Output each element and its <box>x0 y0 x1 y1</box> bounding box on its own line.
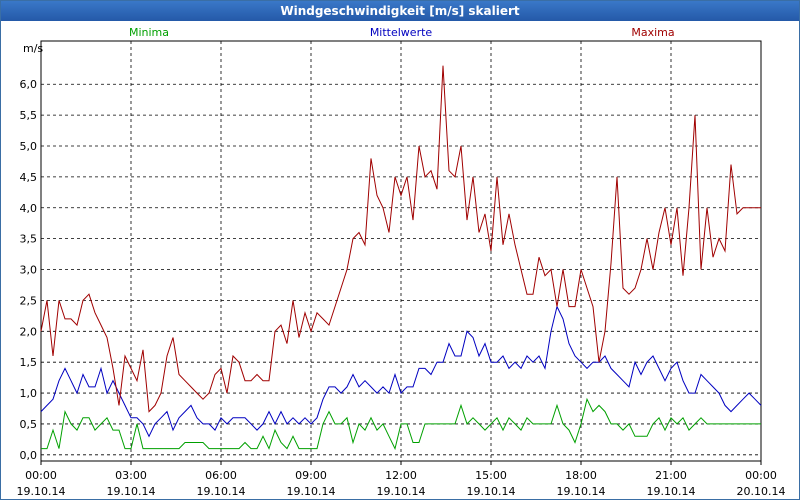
x-tick-date-label: 19.10.14 <box>647 485 696 498</box>
x-tick-date-label: 19.10.14 <box>17 485 66 498</box>
series-line-minima <box>41 397 761 451</box>
x-tick-date-label: 19.10.14 <box>377 485 426 498</box>
x-tick-time-label: 21:00 <box>655 469 687 482</box>
y-tick-label: 3,0 <box>20 264 38 277</box>
legend-maxima: Maxima <box>631 26 674 39</box>
legend-minima: Minima <box>129 26 169 39</box>
y-tick-label: 0,0 <box>20 449 38 462</box>
y-tick-label: 3,5 <box>20 233 38 246</box>
y-tick-label: 5,0 <box>20 140 38 153</box>
x-tick-time-label: 18:00 <box>565 469 597 482</box>
x-tick-time-label: 00:00 <box>25 469 57 482</box>
series-lines <box>40 65 762 451</box>
y-tick-label: 2,5 <box>20 294 38 307</box>
x-tick-date-label: 20.10.14 <box>737 485 786 498</box>
y-tick-label: 5,5 <box>20 109 38 122</box>
x-tick-time-label: 06:00 <box>205 469 237 482</box>
series-line-maxima <box>40 65 761 413</box>
x-tick-date-label: 19.10.14 <box>107 485 156 498</box>
y-axis-unit: m/s <box>23 42 43 55</box>
y-tick-label: 1,5 <box>20 356 38 369</box>
x-tick-time-label: 00:00 <box>745 469 777 482</box>
window-title: Windgeschwindigkeit [m/s] skaliert <box>1 1 799 21</box>
x-tick-time-label: 03:00 <box>115 469 147 482</box>
x-tick-time-label: 12:00 <box>385 469 417 482</box>
y-axis-ticks: 0,0 0,5 1,0 1,5 2,0 2,5 3,0 3,5 4,0 4,5 5,0 5,5 6,0 <box>20 78 38 462</box>
x-axis-ticks: 00:00 19.10.14 03:00 19.10.14 06:00 19.10.14 0… <box>17 461 786 498</box>
x-tick-time-label: 15:00 <box>475 469 507 482</box>
y-tick-label: 4,0 <box>20 202 38 215</box>
y-tick-label: 6,0 <box>20 78 38 91</box>
y-tick-label: 1,0 <box>20 387 38 400</box>
y-tick-label: 4,5 <box>20 171 38 184</box>
y-tick-label: 2,0 <box>20 325 38 338</box>
x-tick-date-label: 19.10.14 <box>557 485 606 498</box>
series-line-mittelwerte <box>40 305 762 438</box>
y-tick-label: 0,5 <box>20 418 38 431</box>
legend-mittelwerte: Mittelwerte <box>370 26 433 39</box>
x-tick-date-label: 19.10.14 <box>467 485 516 498</box>
x-tick-time-label: 09:00 <box>295 469 327 482</box>
x-tick-date-label: 19.10.14 <box>197 485 246 498</box>
x-tick-date-label: 19.10.14 <box>287 485 336 498</box>
